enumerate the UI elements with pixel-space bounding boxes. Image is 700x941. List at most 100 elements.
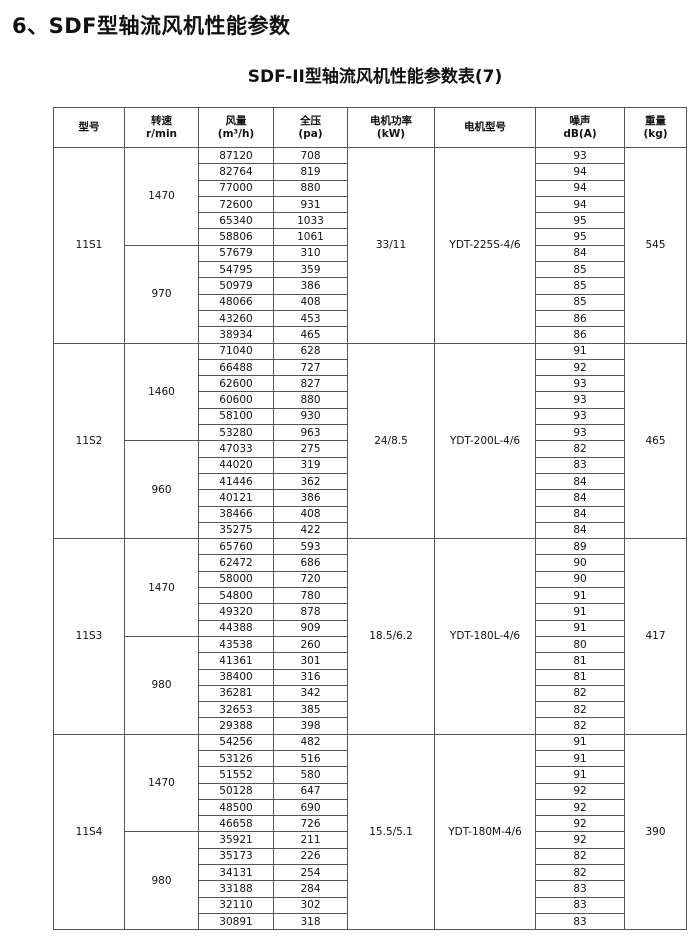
noise-cell: 83 [535, 912, 625, 931]
pressure-cell: 385 [273, 701, 348, 719]
airflow-cell: 48066 [198, 293, 274, 311]
table-row: 62600 827 93 [54, 375, 687, 393]
noise-cell: 92 [535, 358, 625, 377]
table-row: 11S4 1470 54256 482 15.5/5.1 YDT-180M-4/6 91 39… [53, 733, 687, 931]
noise-cell: 84 [535, 505, 625, 523]
pressure-cell: 359 [273, 261, 348, 279]
airflow-cell: 50128 [198, 782, 274, 800]
noise-cell: 93 [535, 407, 625, 426]
column-header-label: 电机功率 [370, 114, 412, 127]
noise-cell: 91 [535, 603, 625, 621]
motor-model-cell: YDT-180M-4/6 [434, 733, 536, 931]
speed-cell: 970 [124, 244, 199, 344]
noise-cell: 85 [535, 261, 625, 279]
airflow-cell: 38466 [198, 505, 274, 523]
model-cell: 11S2 [53, 342, 125, 540]
pressure-cell: 727 [273, 358, 348, 377]
motor-power-cell: 18.5/6.2 [347, 538, 435, 735]
airflow-cell: 36281 [198, 684, 274, 703]
model-cell: 11S3 [53, 538, 125, 735]
pressure-cell: 726 [273, 815, 348, 833]
column-header-label: 风量 [225, 114, 247, 127]
airflow-cell: 50979 [198, 277, 274, 295]
pressure-cell: 963 [273, 424, 348, 442]
motor-model-cell: YDT-225S-4/6 [434, 147, 536, 344]
column-header-label: 噪声 [569, 114, 591, 127]
column-header: 重量 (kg) [624, 107, 687, 148]
airflow-cell: 41446 [198, 472, 274, 491]
pressure-cell: 319 [273, 456, 348, 474]
table-row: 65340 1033 95 [54, 212, 687, 230]
airflow-cell: 77000 [198, 179, 274, 197]
motor-power-cell: 33/11 [347, 147, 435, 344]
noise-cell: 94 [535, 195, 625, 214]
airflow-cell: 66488 [198, 358, 274, 377]
airflow-cell: 38400 [198, 668, 274, 686]
noise-cell: 93 [535, 146, 625, 165]
pressure-cell: 720 [273, 570, 348, 589]
noise-cell: 93 [535, 424, 625, 442]
column-header-label: 电机型号 [464, 121, 506, 133]
noise-cell: 92 [535, 831, 625, 849]
pressure-cell: 284 [273, 880, 348, 898]
pressure-cell: 647 [273, 782, 348, 800]
airflow-cell: 46658 [198, 815, 274, 833]
table-row: 44020 319 83 [54, 456, 687, 474]
model-cell: 11S4 [53, 733, 125, 931]
airflow-cell: 32110 [198, 896, 274, 914]
airflow-cell: 54800 [198, 587, 274, 605]
airflow-cell: 35921 [198, 831, 274, 849]
airflow-cell: 54256 [198, 733, 274, 751]
airflow-cell: 48500 [198, 798, 274, 817]
pressure-cell: 628 [273, 342, 348, 360]
airflow-cell: 43538 [198, 635, 274, 654]
airflow-cell: 30891 [198, 912, 274, 931]
pressure-cell: 310 [273, 244, 348, 263]
table-row: 58806 1061 95 [54, 228, 687, 246]
table-row: 970 57679 310 84 [54, 244, 687, 344]
table-row: 11S1 1470 87120 708 33/11 YDT-225S-4/6 93 545 [53, 146, 687, 344]
motor-model-cell: YDT-180L-4/6 [434, 538, 536, 735]
table-row: 32110 302 83 [54, 896, 687, 914]
pressure-cell: 408 [273, 293, 348, 311]
airflow-cell: 58000 [198, 570, 274, 589]
pressure-cell: 690 [273, 798, 348, 817]
pressure-cell: 580 [273, 766, 348, 784]
column-header: 电机型号 [434, 107, 536, 148]
pressure-cell: 398 [273, 717, 348, 735]
section-heading: 6、SDF型轴流风机性能参数 [12, 14, 291, 38]
weight-cell: 465 [624, 342, 687, 540]
table-row: 58100 930 93 [54, 407, 687, 426]
column-header-unit: r/min [145, 127, 178, 140]
noise-cell: 89 [535, 538, 625, 556]
airflow-cell: 40121 [198, 489, 274, 507]
noise-cell: 84 [535, 244, 625, 263]
table-row: 53126 516 91 [54, 749, 687, 768]
pressure-cell: 318 [273, 912, 348, 931]
column-header-label: 转速 [151, 114, 172, 127]
airflow-cell: 82764 [198, 163, 274, 181]
speed-cell: 1470 [124, 538, 199, 637]
pressure-cell: 254 [273, 864, 348, 882]
airflow-cell: 62600 [198, 375, 274, 393]
noise-cell: 91 [535, 619, 625, 637]
noise-cell: 86 [535, 309, 625, 328]
pressure-cell: 827 [273, 375, 348, 393]
noise-cell: 82 [535, 864, 625, 882]
airflow-cell: 29388 [198, 717, 274, 735]
pressure-cell: 878 [273, 603, 348, 621]
airflow-cell: 60600 [198, 391, 274, 409]
airflow-cell: 53280 [198, 424, 274, 442]
pressure-cell: 226 [273, 847, 348, 866]
pressure-cell: 301 [273, 652, 348, 670]
table-row: 980 43538 260 80 [54, 635, 687, 735]
table-row: 30891 318 83 [54, 912, 687, 931]
pressure-cell: 931 [273, 195, 348, 214]
noise-cell: 92 [535, 782, 625, 800]
pressure-cell: 686 [273, 554, 348, 572]
noise-cell: 81 [535, 652, 625, 670]
column-header-label: 全压 [300, 114, 321, 127]
pressure-cell: 482 [273, 733, 348, 751]
pressure-cell: 930 [273, 407, 348, 426]
model-cell: 11S1 [53, 147, 125, 344]
